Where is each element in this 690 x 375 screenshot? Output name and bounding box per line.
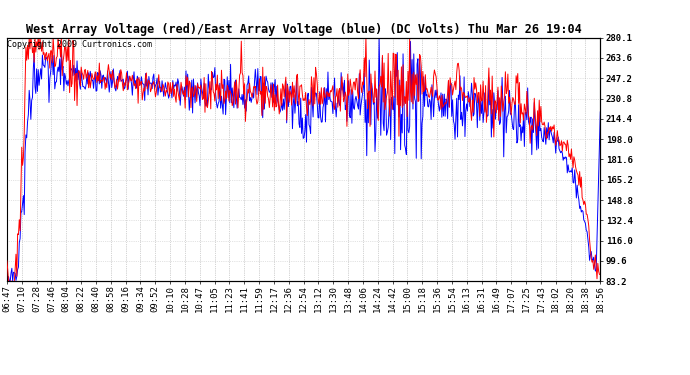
Text: Copyright 2009 Curtronics.com: Copyright 2009 Curtronics.com	[8, 40, 152, 49]
Title: West Array Voltage (red)/East Array Voltage (blue) (DC Volts) Thu Mar 26 19:04: West Array Voltage (red)/East Array Volt…	[26, 23, 582, 36]
